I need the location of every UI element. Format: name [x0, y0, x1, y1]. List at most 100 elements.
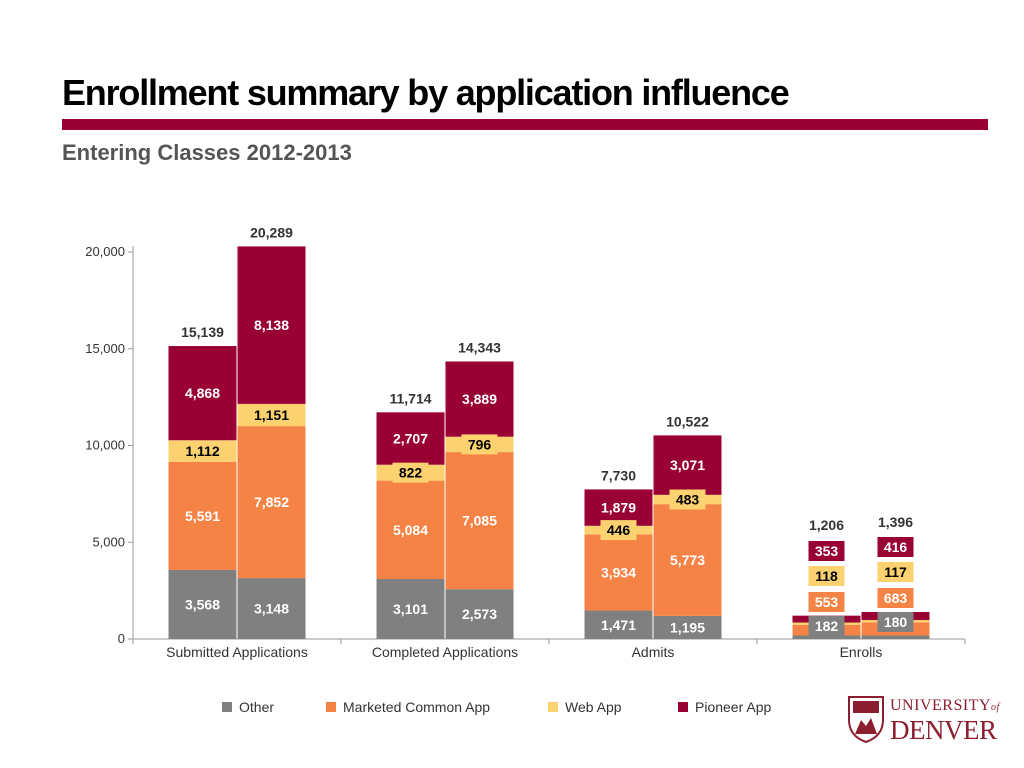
bar-segment: [445, 589, 514, 639]
bar-segment: [168, 569, 237, 639]
bar-segment: [653, 435, 722, 495]
legend-item: Other: [222, 699, 274, 715]
bar-segment: [376, 412, 445, 465]
data-label: 3,101: [393, 601, 428, 617]
bar-segment: [653, 615, 722, 639]
data-label-box: [245, 405, 298, 426]
data-label: 553: [815, 594, 839, 610]
data-label: 2,573: [462, 606, 497, 622]
data-label: 1,112: [185, 443, 219, 459]
university-crest-icon: [848, 696, 884, 744]
logo-text-university: UNIVERSITY: [890, 697, 991, 714]
data-label-box: [176, 441, 229, 462]
total-label: 11,714: [389, 390, 431, 406]
bar-segment: [792, 635, 861, 639]
data-label: 2,707: [393, 431, 428, 447]
total-label: 20,289: [250, 224, 293, 240]
page-subtitle: Entering Classes 2012-2013: [62, 140, 352, 165]
title-rule: [62, 119, 988, 130]
data-label: 8,138: [254, 317, 289, 333]
total-label: 14,343: [458, 339, 501, 355]
bar-segment: [584, 489, 653, 526]
data-label: 4,868: [185, 385, 220, 401]
bar-segment: [168, 346, 237, 441]
data-label-box: [600, 520, 637, 541]
bar-segment: [237, 246, 306, 404]
data-label: 117: [884, 564, 907, 580]
total-label: 10,522: [666, 413, 709, 429]
data-label: 5,773: [670, 552, 705, 568]
x-tick-label: Enrolls: [840, 644, 883, 660]
data-label: 353: [815, 543, 839, 559]
data-label: 416: [884, 539, 908, 555]
legend-label: Other: [239, 699, 275, 715]
data-label: 446: [607, 522, 631, 538]
data-label-box: [877, 537, 914, 557]
data-label: 1,879: [601, 500, 636, 516]
bar-segment: [445, 452, 514, 590]
data-label: 483: [676, 491, 700, 507]
y-tick-label: 0: [118, 631, 125, 646]
bar-segment: [584, 610, 653, 639]
legend-swatch: [222, 702, 232, 712]
data-label: 3,071: [670, 457, 705, 473]
bar-segment: [376, 480, 445, 579]
data-label: 5,591: [185, 508, 220, 524]
data-label: 3,568: [185, 596, 220, 612]
bar-segment: [237, 426, 306, 579]
total-label: 1,396: [878, 514, 913, 530]
data-label-box: [808, 541, 845, 561]
data-label: 822: [399, 465, 423, 481]
total-label: 15,139: [181, 324, 224, 340]
bar-segment: [376, 578, 445, 639]
legend-swatch: [326, 702, 336, 712]
data-label-box: [461, 434, 498, 455]
legend-item: Web App: [548, 699, 622, 715]
data-label: 182: [815, 618, 839, 634]
data-label-box: [808, 592, 845, 612]
data-label: 3,148: [254, 601, 289, 617]
x-tick-label: Completed Applications: [372, 644, 518, 660]
data-label: 796: [468, 436, 492, 452]
y-tick-label: 5,000: [92, 534, 125, 549]
data-label-box: [877, 588, 914, 608]
logo-text-denver: DENVER: [890, 715, 997, 745]
bar-segment: [584, 534, 653, 611]
data-label: 1,151: [254, 407, 289, 423]
legend-item: Pioneer App: [678, 699, 771, 715]
legend-label: Web App: [565, 699, 622, 715]
data-label: 1,195: [670, 619, 705, 635]
bar-segment: [861, 635, 930, 639]
data-label-box: [392, 462, 429, 483]
x-tick-label: Admits: [632, 644, 675, 660]
data-label: 3,934: [601, 564, 636, 580]
y-tick-label: 15,000: [85, 341, 125, 356]
legend-item: Marketed Common App: [326, 699, 490, 715]
data-label-box: [669, 489, 706, 510]
total-label: 1,206: [809, 517, 844, 533]
legend-swatch: [678, 702, 688, 712]
data-label: 118: [815, 568, 838, 584]
legend-label: Marketed Common App: [343, 699, 491, 715]
bar-segment: [237, 578, 306, 639]
bar-segment: [653, 504, 722, 616]
university-logo: UNIVERSITYof DENVER: [846, 694, 999, 744]
data-label: 3,889: [462, 391, 497, 407]
data-label: 1,471: [601, 617, 636, 633]
bar-segment: [168, 461, 237, 570]
x-tick-label: Submitted Applications: [166, 644, 308, 660]
data-label-box: [808, 566, 845, 586]
data-label: 7,852: [254, 494, 289, 510]
y-tick-label: 10,000: [85, 438, 125, 453]
bar-segment: [445, 361, 514, 437]
data-label: 7,085: [462, 513, 497, 529]
data-label: 683: [884, 590, 908, 606]
data-label-box: [808, 616, 845, 636]
legend-swatch: [548, 702, 558, 712]
stacked-bar-chart: 0 5,000 10,000 15,000 20,000 Submitted Applic…: [85, 224, 966, 660]
y-tick-label: 20,000: [85, 244, 125, 259]
total-label: 7,730: [601, 467, 636, 483]
page-title: Enrollment summary by application influe…: [62, 72, 790, 113]
logo-text-of: of: [991, 702, 1000, 713]
data-label-box: [877, 562, 914, 582]
